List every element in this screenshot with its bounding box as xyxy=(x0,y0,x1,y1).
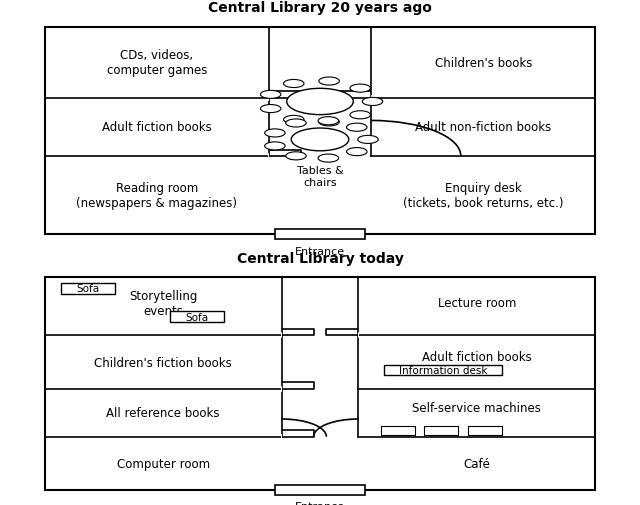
Bar xyxy=(424,426,458,435)
Text: Adult non-fiction books: Adult non-fiction books xyxy=(415,121,551,134)
Bar xyxy=(275,485,365,495)
Text: Enquiry desk
(tickets, book returns, etc.): Enquiry desk (tickets, book returns, etc… xyxy=(403,182,563,210)
Text: Café: Café xyxy=(463,457,490,470)
Circle shape xyxy=(318,155,339,163)
Text: Self-service machines: Self-service machines xyxy=(412,401,541,414)
Text: Adult fiction books: Adult fiction books xyxy=(102,121,212,134)
Circle shape xyxy=(350,112,371,120)
Circle shape xyxy=(358,136,378,144)
Circle shape xyxy=(284,80,304,88)
Bar xyxy=(381,426,415,435)
Circle shape xyxy=(319,119,339,127)
Text: Central Library today: Central Library today xyxy=(237,251,403,265)
Circle shape xyxy=(350,85,371,93)
Circle shape xyxy=(260,91,281,99)
Text: Sofa: Sofa xyxy=(76,284,99,294)
Bar xyxy=(61,284,115,294)
Text: All reference books: All reference books xyxy=(106,407,220,419)
Circle shape xyxy=(346,124,367,132)
Circle shape xyxy=(285,153,307,161)
Text: Adult fiction books: Adult fiction books xyxy=(422,351,532,364)
Bar xyxy=(468,426,502,435)
Text: Lecture room: Lecture room xyxy=(438,296,516,310)
Text: Children's books: Children's books xyxy=(435,57,532,70)
Circle shape xyxy=(319,78,339,86)
Text: CDs, videos,
computer games: CDs, videos, computer games xyxy=(107,49,207,77)
Circle shape xyxy=(265,130,285,138)
Text: Tables &
chairs: Tables & chairs xyxy=(296,166,344,187)
Text: Central Library 20 years ago: Central Library 20 years ago xyxy=(208,1,432,15)
Circle shape xyxy=(346,148,367,157)
Circle shape xyxy=(287,89,353,116)
Bar xyxy=(45,28,595,235)
Circle shape xyxy=(285,120,307,128)
Text: Sofa: Sofa xyxy=(185,312,208,322)
Bar xyxy=(45,278,595,490)
Bar xyxy=(275,230,365,240)
Bar xyxy=(384,365,502,375)
Circle shape xyxy=(318,118,339,126)
Circle shape xyxy=(284,116,304,124)
Circle shape xyxy=(265,142,285,150)
Circle shape xyxy=(260,106,281,114)
Text: Children's fiction books: Children's fiction books xyxy=(94,356,232,369)
Text: Entrance: Entrance xyxy=(295,246,345,256)
Circle shape xyxy=(362,98,383,106)
Bar xyxy=(170,312,224,322)
Text: Storytelling
events: Storytelling events xyxy=(129,289,197,317)
Text: Information desk: Information desk xyxy=(399,365,488,375)
Text: Reading room
(newspapers & magazines): Reading room (newspapers & magazines) xyxy=(76,182,237,210)
Text: Entrance: Entrance xyxy=(295,501,345,505)
Circle shape xyxy=(291,129,349,152)
Text: Computer room: Computer room xyxy=(116,457,210,470)
